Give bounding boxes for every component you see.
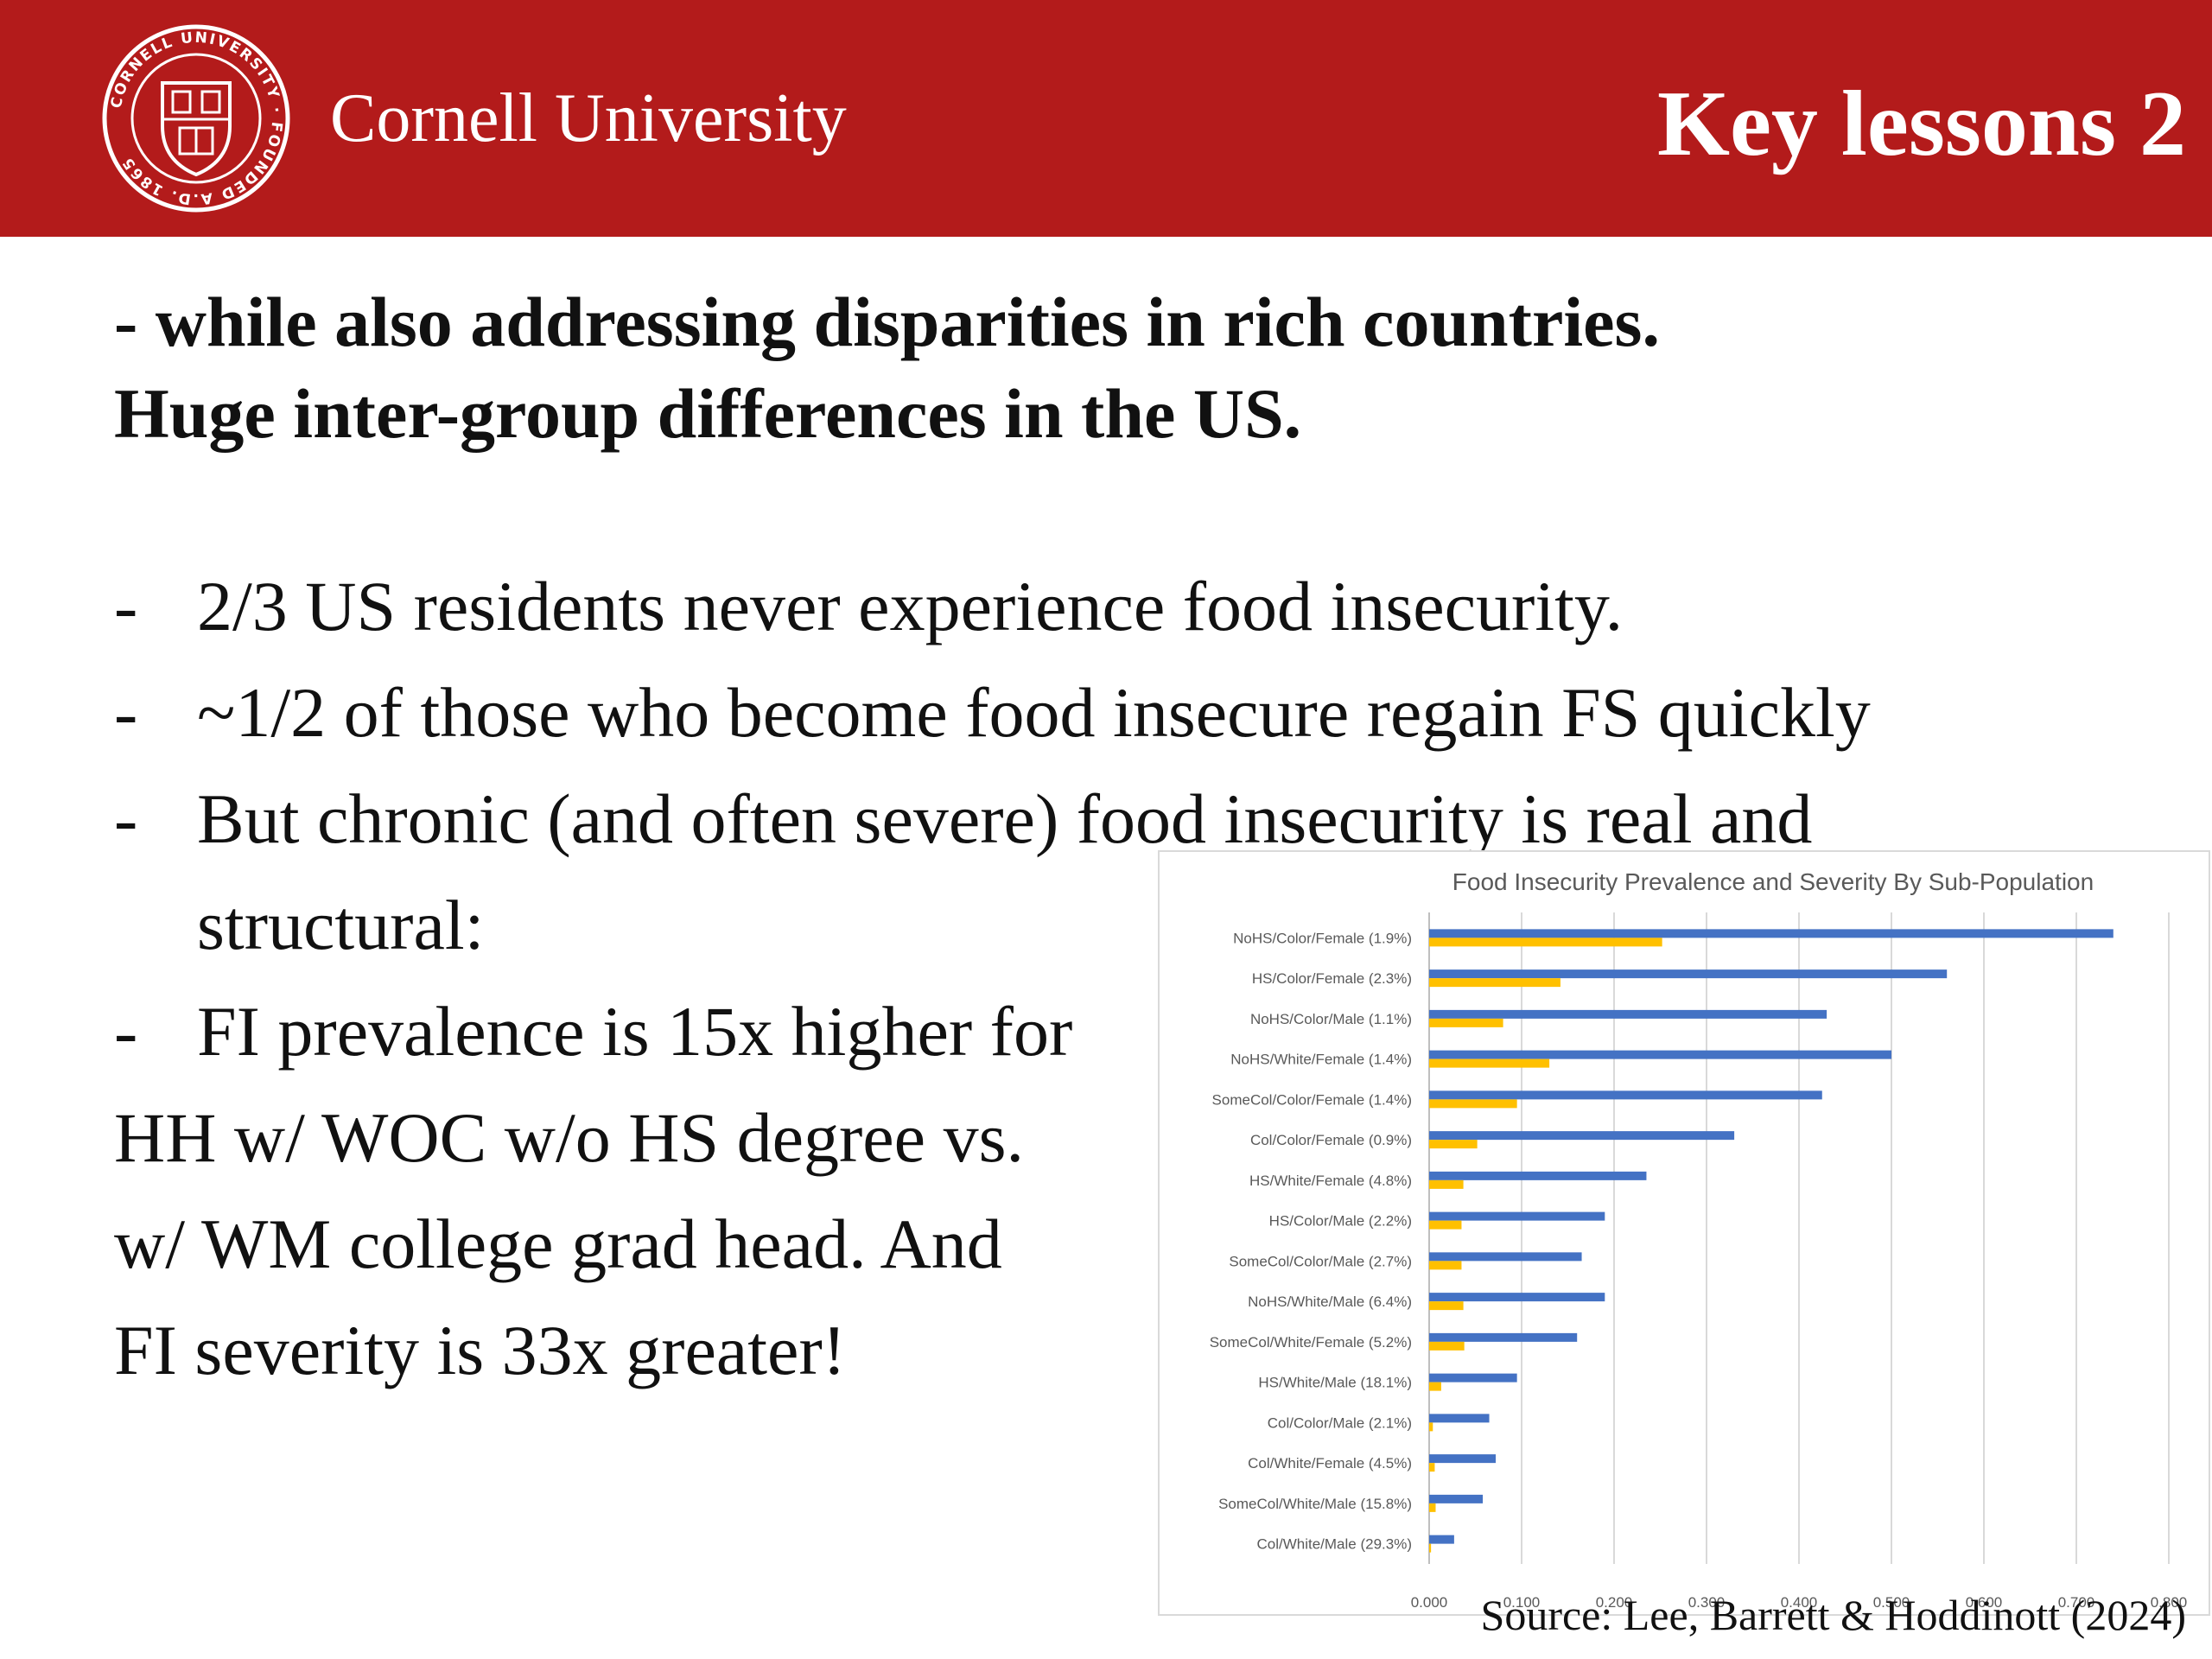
x-tick-label: 0.600 — [1966, 1594, 2003, 1611]
continuation-line-1: HH w/ WOC w/o HS degree vs. — [114, 1098, 1024, 1177]
bar-sfig — [1429, 1179, 1464, 1189]
bar-sfig — [1429, 1140, 1478, 1149]
bar-hcr — [1429, 1414, 1490, 1423]
bar-sfig — [1429, 1220, 1462, 1230]
slide-title: Key lessons 2 — [1656, 73, 2186, 175]
x-tick-label: 0.500 — [1873, 1594, 1910, 1611]
category-label: NoHS/White/Male (6.4%) — [1248, 1294, 1412, 1310]
source-citation: Source: Lee, Barrett & Hoddinott (2024) — [1480, 1591, 2186, 1639]
x-tick-label: 0.000 — [1411, 1594, 1448, 1611]
continuation-line-3: FI severity is 33x greater! — [114, 1311, 847, 1389]
x-tick-label: 0.700 — [2058, 1594, 2095, 1611]
bullet-dash: - — [114, 779, 138, 858]
bar-sfig — [1429, 1543, 1432, 1553]
header-bar: CORNELL UNIVERSITY · FOUNDED A.D. 1865 C… — [0, 0, 2212, 237]
category-label: HS/White/Female (4.8%) — [1249, 1173, 1412, 1189]
intro-line-2: Huge inter-group differences in the US. — [114, 374, 1302, 453]
bullet-text: ~1/2 of those who become food insecure r… — [197, 673, 1871, 752]
bar-sfig — [1429, 1058, 1550, 1068]
category-label: NoHS/Color/Male (1.1%) — [1250, 1011, 1412, 1027]
bar-hcr — [1429, 1535, 1454, 1544]
category-label: SomeCol/White/Male (15.8%) — [1218, 1496, 1412, 1512]
intro-line-1: - while also addressing disparities in r… — [114, 283, 1660, 361]
bullet-text: FI prevalence is 15x higher for — [197, 992, 1073, 1071]
bar-sfig — [1429, 1503, 1436, 1512]
bar-sfig — [1429, 1422, 1433, 1432]
intro-text: - while also addressing disparities in r… — [114, 276, 2171, 460]
category-label: SomeCol/White/Female (5.2%) — [1210, 1334, 1412, 1351]
bullet-dash: - — [114, 992, 138, 1071]
category-label: Col/White/Male (29.3%) — [1256, 1536, 1412, 1553]
category-label: HS/White/Male (18.1%) — [1258, 1375, 1412, 1391]
bar-hcr — [1429, 1090, 1822, 1100]
bar-hcr — [1429, 1454, 1497, 1464]
bar-hcr — [1429, 1131, 1735, 1141]
x-tick-label: 0.300 — [1688, 1594, 1726, 1611]
bar-sfig — [1429, 978, 1560, 988]
bar-hcr — [1429, 929, 2113, 938]
bar-hcr — [1429, 1009, 1827, 1019]
x-tick-label: 0.100 — [1503, 1594, 1541, 1611]
category-label: Col/Color/Male (2.1%) — [1268, 1414, 1412, 1431]
category-label: SomeCol/Color/Male (2.7%) — [1229, 1253, 1412, 1269]
bar-sfig — [1429, 1382, 1441, 1391]
x-tick-label: 0.800 — [2151, 1594, 2188, 1611]
chart-title: Food Insecurity Prevalence and Severity … — [1452, 868, 2094, 895]
bar-hcr — [1429, 1332, 1578, 1342]
category-label: HS/Color/Male (2.2%) — [1269, 1213, 1412, 1230]
category-label: NoHS/White/Female (1.4%) — [1230, 1052, 1412, 1068]
category-label: NoHS/Color/Female (1.9%) — [1233, 930, 1412, 946]
bullet-item: - 2/3 US residents never experience food… — [114, 553, 1871, 659]
bar-hcr — [1429, 1252, 1582, 1262]
bar-sfig — [1429, 1341, 1465, 1351]
bullet-item: - But chronic (and often severe) food in… — [114, 766, 1871, 978]
bar-sfig — [1429, 1018, 1503, 1027]
category-label: Col/Color/Female (0.9%) — [1250, 1132, 1412, 1148]
cornell-seal-logo: CORNELL UNIVERSITY · FOUNDED A.D. 1865 — [102, 24, 290, 213]
bar-sfig — [1429, 938, 1662, 947]
x-tick-label: 0.400 — [1781, 1594, 1818, 1611]
university-name: Cornell University — [330, 80, 847, 156]
bullet-text: But chronic (and often severe) food inse… — [197, 779, 1813, 858]
category-label: HS/Color/Female (2.3%) — [1252, 970, 1412, 987]
bullet-list: - 2/3 US residents never experience food… — [114, 553, 1871, 1403]
bullet-dash: - — [114, 673, 138, 752]
bar-sfig — [1429, 1261, 1462, 1270]
bullet-item: - ~1/2 of those who become food insecure… — [114, 659, 1871, 766]
bar-hcr — [1429, 969, 1948, 979]
bar-hcr — [1429, 1293, 1605, 1302]
bar-hcr — [1429, 1211, 1605, 1221]
bar-sfig — [1429, 1463, 1435, 1472]
bullet-text: 2/3 US residents never experience food i… — [197, 567, 1624, 645]
x-tick-label: 0.200 — [1596, 1594, 1633, 1611]
category-label: Col/White/Female (4.5%) — [1248, 1455, 1412, 1471]
bar-sfig — [1429, 1099, 1517, 1109]
category-label: SomeCol/Color/Female (1.4%) — [1212, 1091, 1412, 1108]
bar-chart: Food Insecurity Prevalence and Severity … — [1210, 868, 2188, 1611]
bullet-text-continued: structural: — [197, 886, 485, 964]
bar-hcr — [1429, 1171, 1647, 1180]
bullet-item: - FI prevalence is 15x higher for — [114, 978, 1871, 1084]
bar-hcr — [1429, 1494, 1484, 1503]
bar-hcr — [1429, 1050, 1891, 1059]
continuation-line-2: w/ WM college grad head. And — [114, 1205, 1002, 1283]
chart-panel: Food Insecurity Prevalence and Severity … — [1158, 850, 2210, 1616]
bullet-dash: - — [114, 567, 138, 645]
bar-sfig — [1429, 1301, 1464, 1311]
bar-hcr — [1429, 1373, 1517, 1382]
